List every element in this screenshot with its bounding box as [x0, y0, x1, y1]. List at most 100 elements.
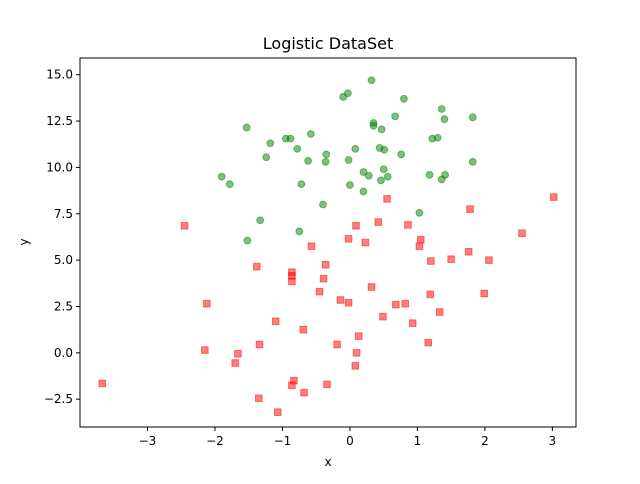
square-point: [315, 287, 324, 296]
circle-point: [339, 93, 348, 101]
circle-point: [377, 176, 385, 185]
x-axis-ticks: −3 −2 −1 0 1 2 3: [139, 427, 557, 448]
x-tick-label: 2: [481, 434, 489, 448]
y-tick-label: −2.5: [44, 392, 73, 406]
y-tick-label: 0.0: [54, 346, 73, 360]
plot-frame: [79, 57, 577, 428]
y-tick-label: 12.5: [46, 114, 73, 128]
square-point: [383, 195, 391, 203]
circle-point: [225, 180, 234, 188]
circle-point: [293, 144, 302, 153]
square-point: [480, 289, 489, 298]
circle-point: [433, 133, 442, 142]
circle-point: [415, 208, 424, 217]
circle-point: [306, 130, 315, 138]
x-tick-label: 0: [346, 434, 354, 448]
square-point: [464, 247, 473, 256]
square-point: [344, 234, 353, 243]
circle-point: [359, 187, 368, 196]
circle-point: [297, 180, 306, 188]
circle-point: [243, 236, 252, 245]
square-point: [424, 338, 433, 347]
square-point: [333, 340, 341, 349]
x-axis-label: x: [324, 455, 331, 469]
circle-point: [380, 145, 389, 154]
plot-marks: [98, 76, 558, 416]
circle-point: [295, 227, 304, 236]
square-point: [404, 221, 412, 229]
square-point: [288, 381, 296, 390]
x-tick-label: −2: [206, 434, 224, 448]
circle-point: [286, 134, 295, 143]
square-point: [336, 296, 345, 304]
circle-point: [369, 121, 378, 130]
circle-point: [425, 170, 434, 179]
square-point: [288, 277, 296, 286]
square-point: [203, 299, 211, 308]
square-point: [426, 290, 435, 299]
square-point: [435, 308, 444, 316]
square-point: [518, 229, 526, 238]
square-point: [255, 394, 263, 403]
square-point: [98, 379, 107, 388]
square-point: [447, 255, 455, 263]
square-point: [352, 222, 360, 230]
circle-point: [256, 216, 265, 225]
square-point: [300, 388, 308, 397]
circle-point: [468, 157, 477, 166]
circle-point: [379, 165, 388, 174]
square-point: [299, 325, 308, 334]
square-point: [374, 218, 383, 226]
square-point: [354, 332, 363, 340]
y-tick-label: 2.5: [54, 299, 73, 313]
square-point: [253, 262, 261, 271]
square-point: [427, 257, 435, 265]
circle-point: [364, 171, 373, 180]
circle-point: [217, 172, 226, 181]
circle-point: [321, 157, 330, 166]
y-tick-label: 5.0: [54, 253, 73, 267]
square-point: [379, 312, 387, 321]
circle-point: [437, 175, 446, 184]
square-point: [367, 283, 376, 291]
circle-point: [400, 94, 408, 103]
square-point: [234, 349, 242, 358]
square-point: [344, 298, 353, 307]
square-point: [401, 299, 410, 308]
square-point: [271, 317, 280, 326]
circle-point: [397, 150, 406, 159]
circle-point: [319, 200, 327, 209]
square-point: [201, 346, 209, 354]
circle-point: [391, 112, 400, 121]
square-point: [180, 222, 189, 230]
square-point: [255, 340, 264, 349]
square-point: [392, 300, 400, 309]
y-axis-label: y: [17, 238, 31, 245]
square-point: [273, 408, 282, 416]
x-tick-label: −3: [139, 434, 157, 448]
circle-point: [377, 125, 386, 134]
square-point: [408, 319, 417, 327]
x-tick-label: 1: [414, 434, 422, 448]
y-tick-label: 15.0: [46, 68, 73, 82]
circle-point: [322, 150, 331, 159]
square-point: [361, 238, 370, 247]
chart-title: Logistic DataSet: [263, 34, 393, 53]
circle-point: [304, 157, 312, 165]
square-point: [319, 274, 328, 283]
circle-point: [367, 76, 376, 85]
x-tick-label: 3: [549, 434, 557, 448]
y-tick-label: 10.0: [46, 160, 73, 174]
y-axis-ticks: −2.5 0.0 2.5 5.0 7.5 10.0 12.5 15.0: [44, 68, 80, 406]
circle-point: [242, 123, 251, 132]
x-tick-label: −1: [274, 434, 292, 448]
circle-point: [359, 168, 368, 176]
square-point: [231, 359, 240, 367]
circle-point: [437, 105, 446, 113]
circle-point: [344, 156, 353, 164]
circle-point: [440, 115, 449, 124]
circle-point: [262, 153, 271, 162]
